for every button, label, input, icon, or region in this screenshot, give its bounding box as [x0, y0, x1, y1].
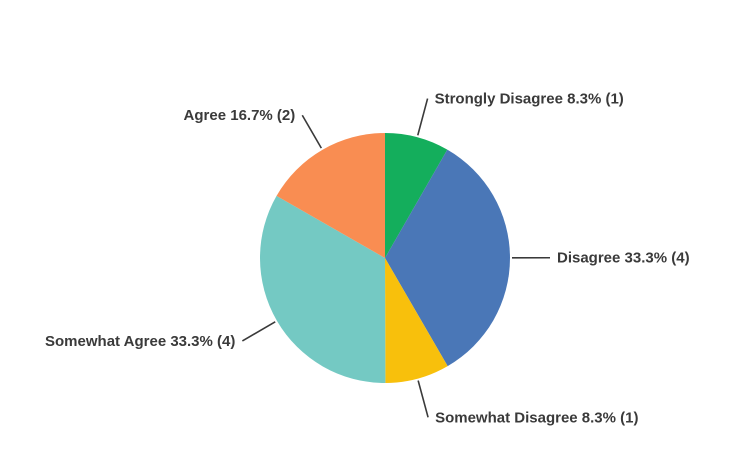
leader-line-agree [301, 114, 323, 149]
pie-slice-disagree [385, 149, 510, 367]
pie-slice-strongly-disagree [385, 133, 448, 258]
leader-line-strongly-disagree [416, 98, 429, 136]
slice-label-agree: Agree 16.7% (2) [184, 107, 296, 124]
slice-label-somewhat-agree: Somewhat Agree 33.3% (4) [45, 333, 235, 350]
pie-slice-agree [276, 133, 385, 258]
leader-line-somewhat-agree [241, 321, 276, 342]
slice-label-strongly-disagree: Strongly Disagree 8.3% (1) [435, 91, 624, 108]
slice-label-somewhat-disagree: Somewhat Disagree 8.3% (1) [435, 409, 638, 426]
pie-slice-somewhat-agree [259, 195, 386, 384]
pie-slice-somewhat-disagree [385, 258, 448, 383]
leader-line-somewhat-disagree [417, 380, 429, 418]
slice-label-disagree: Disagree 33.3% (4) [557, 250, 690, 267]
